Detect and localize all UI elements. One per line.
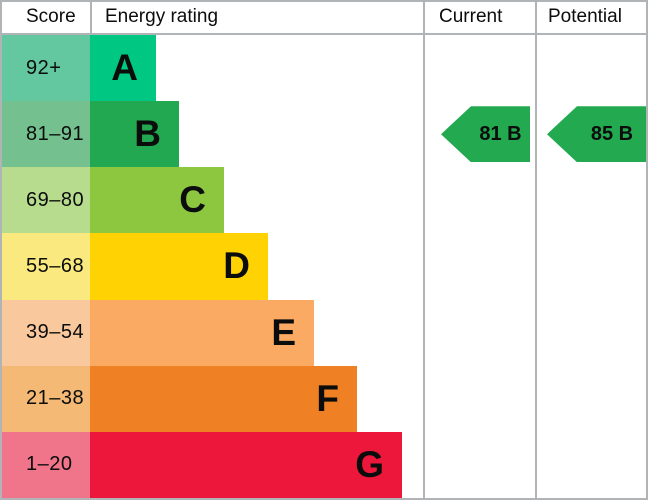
score-column-header: Score <box>26 6 76 27</box>
band-bar: B <box>90 101 179 168</box>
band-score-range: 55–68 <box>2 233 90 300</box>
band-bar: F <box>90 365 357 432</box>
band-row-d: 55–68 D <box>2 233 646 300</box>
band-score-range: 39–54 <box>2 299 90 366</box>
band-bar: D <box>90 233 268 300</box>
band-bar: G <box>90 431 402 498</box>
band-bar: E <box>90 299 314 366</box>
band-bar: A <box>90 35 156 102</box>
chart-header: Score Energy rating Current Potential <box>2 2 646 35</box>
current-rating-label: 81 B <box>479 122 522 145</box>
band-row-f: 21–38 F <box>2 365 646 432</box>
band-score-range: 92+ <box>2 35 90 102</box>
band-bar: C <box>90 167 224 234</box>
energy-rating-column-header: Energy rating <box>105 6 219 27</box>
band-score-range: 21–38 <box>2 365 90 432</box>
current-column-divider <box>423 2 425 498</box>
score-rating-divider <box>90 2 92 33</box>
band-row-e: 39–54 E <box>2 299 646 366</box>
current-column-header: Current <box>439 6 503 27</box>
band-rows: 92+ A 81–91 B 69–80 C 55–68 D 39–54 E 21… <box>2 35 646 498</box>
band-score-range: 1–20 <box>2 431 90 498</box>
band-row-a: 92+ A <box>2 35 646 102</box>
band-score-range: 69–80 <box>2 167 90 234</box>
band-row-b: 81–91 B <box>2 101 646 168</box>
band-row-g: 1–20 G <box>2 431 646 498</box>
potential-column-divider <box>535 2 537 498</box>
potential-rating-label: 85 B <box>590 122 634 145</box>
potential-column-header: Potential <box>548 6 622 27</box>
band-row-c: 69–80 C <box>2 167 646 234</box>
band-score-range: 81–91 <box>2 101 90 168</box>
